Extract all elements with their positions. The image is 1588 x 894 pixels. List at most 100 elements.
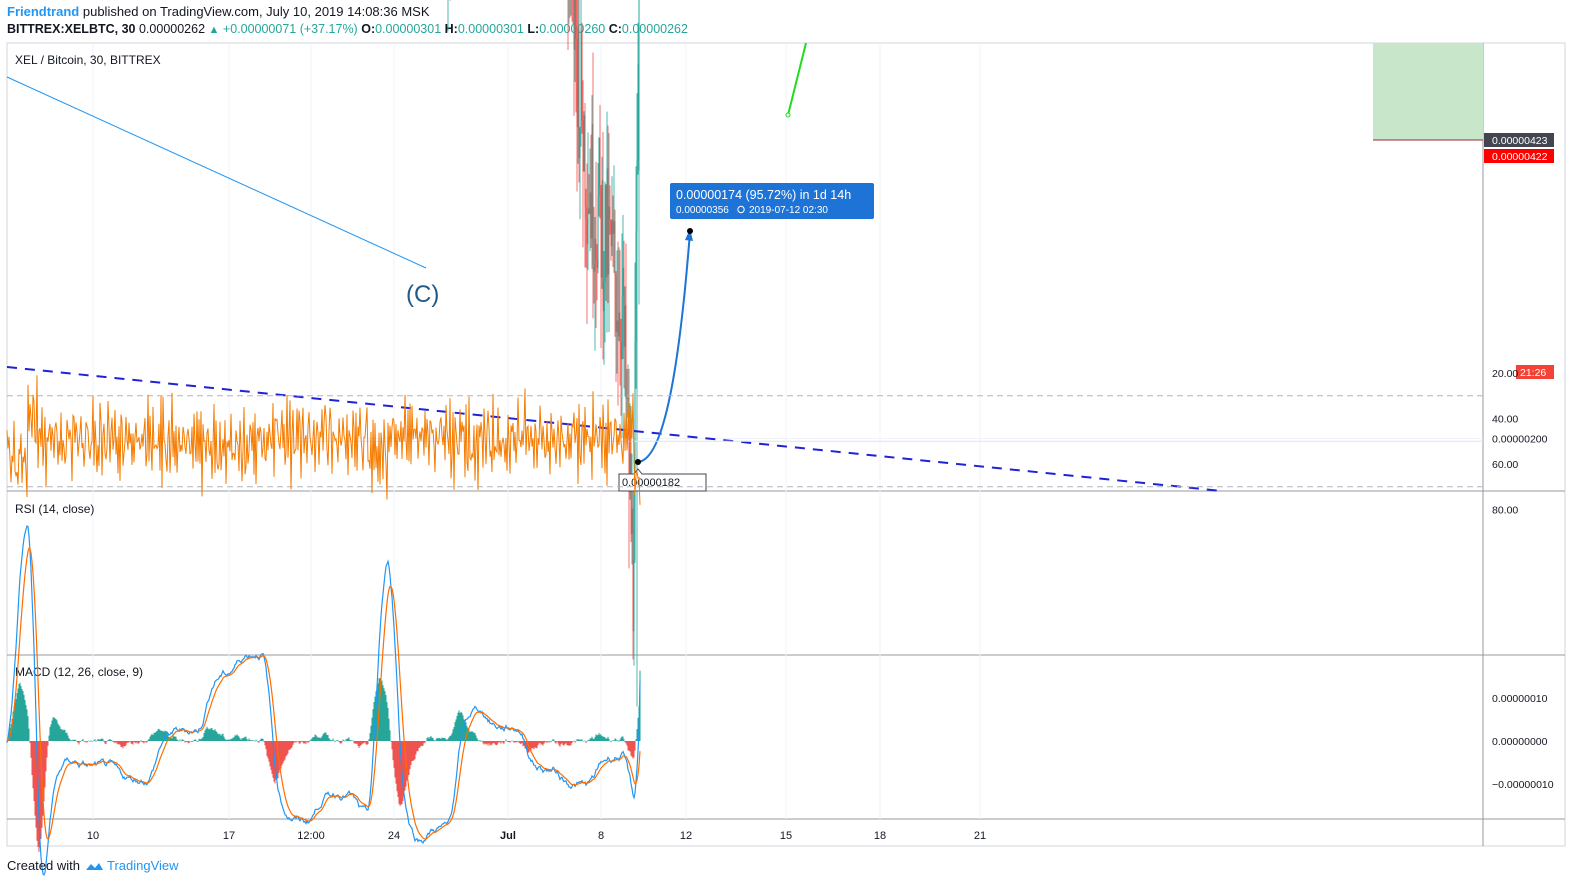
low-label: L: [527,22,540,36]
green-projection-line[interactable] [787,42,807,116]
candle-body [611,219,613,247]
macd-histogram-bar [77,741,79,743]
macd-histogram-bar [595,734,597,741]
up-arrow-icon: ▲ [208,24,220,36]
macd-histogram-bar [212,730,214,741]
macd-histogram-bar [108,739,110,741]
candle-body [602,180,604,312]
macd-histogram-bar [161,730,163,741]
macd-histogram-bar [460,711,462,741]
macd-histogram-bar [237,735,239,741]
open-value: 0.00000301 [375,22,442,36]
target-zone[interactable] [1373,43,1483,140]
macd-histogram-bar [443,737,445,741]
macd-histogram-bar [266,741,268,757]
macd-histogram-bar [572,741,574,742]
macd-histogram-bar [211,727,213,741]
macd-histogram-bar [121,741,123,747]
support-dashed-trendline[interactable] [6,366,1223,492]
macd-histogram-bar [446,739,448,741]
x-tick-label: 18 [874,830,886,842]
macd-histogram-bar [295,741,297,743]
macd-histogram-bar [300,741,302,743]
candle-body [598,137,600,197]
macd-pane: 0.00000010 0.00000000 −0.00000010 MACD (12,… [6,525,1554,876]
macd-histogram-bar [223,736,225,741]
macd-histogram-bar [101,738,103,741]
macd-histogram-bar [15,699,17,741]
macd-histogram-bar [548,741,550,743]
macd-histogram-bar [122,741,124,749]
macd-histogram-bar [205,728,207,741]
author-link[interactable]: Friendtrand [7,4,80,19]
rsi-pane: 80.00 60.00 40.00 20.00 RSI (14, close) [6,368,1518,517]
green-line-handle[interactable] [785,112,791,118]
macd-histogram-bar [631,741,633,757]
created-with-text: Created with [7,858,80,873]
resistance-trendline[interactable] [6,76,427,269]
macd-histogram-bar [593,739,595,741]
macd-histogram-bar [357,741,359,746]
macd-histogram-bar [469,732,471,741]
macd-histogram-bar [409,741,411,770]
projection-curve[interactable] [637,231,691,463]
candle-body [629,452,631,493]
macd-histogram-bar [526,741,528,752]
macd-histogram-bar [54,718,56,741]
macd-histogram-bar [241,738,243,741]
macd-histogram-bar [163,731,165,741]
candle-body [603,281,605,312]
macd-histogram-bar [243,737,245,741]
macd-histogram-bar [363,741,365,744]
macd-histogram-bar [307,741,309,743]
macd-histogram-bar [472,731,474,741]
macd-histogram-bar [589,738,591,741]
macd-histogram-bar [545,741,547,742]
macd-histogram-bar [253,740,255,741]
macd-histogram-bar [270,741,272,770]
macd-histogram-bar [542,741,544,746]
macd-histogram-bar [426,737,428,741]
macd-histogram-bar [465,722,467,741]
macd-histogram-bar [106,741,108,742]
macd-histogram-bar [215,730,217,741]
macd-histogram-bar [579,739,581,741]
macd-histogram-bar [592,738,594,741]
macd-histogram-bar [358,741,360,749]
macd-histogram-bar [584,740,586,742]
macd-histogram-bar [99,739,101,741]
macd-histogram-bar [533,741,535,750]
macd-histogram-bar [23,694,25,741]
macd-histogram-bar [417,741,419,752]
macd-histogram-bar [282,741,284,764]
macd-histogram-bar [231,738,233,741]
macd-histogram-bar [132,741,134,745]
macd-histogram-bar [391,741,393,750]
candle-body [583,115,585,172]
drawings[interactable]: (C) 0.00000182 [6,42,1483,492]
macd-histogram-bar [563,741,565,746]
candle-body [590,192,592,239]
macd-histogram-bar [87,741,89,742]
macd-histogram-bar [427,736,429,741]
macd-histogram-bar [112,741,114,742]
macd-histogram-bar [91,741,93,742]
candle-body [604,185,606,282]
macd-histogram-bar [338,741,340,742]
macd-histogram-bar [480,741,482,742]
candle-body [609,206,611,220]
macd-histogram-bar [612,740,614,741]
macd-histogram-bar [520,741,522,745]
projection-start-point[interactable] [635,459,641,465]
projection-end-point[interactable] [687,228,693,234]
macd-histogram-bar [496,741,498,746]
tradingview-logo[interactable]: TradingView [84,858,179,873]
macd-histogram-bar [487,741,489,746]
macd-histogram-bar [459,712,461,741]
macd-histogram-bar [251,740,253,741]
macd-histogram-bar [70,740,72,741]
macd-histogram-bar [151,733,153,741]
macd-histogram-bar [334,741,336,743]
candle-body [612,219,614,234]
